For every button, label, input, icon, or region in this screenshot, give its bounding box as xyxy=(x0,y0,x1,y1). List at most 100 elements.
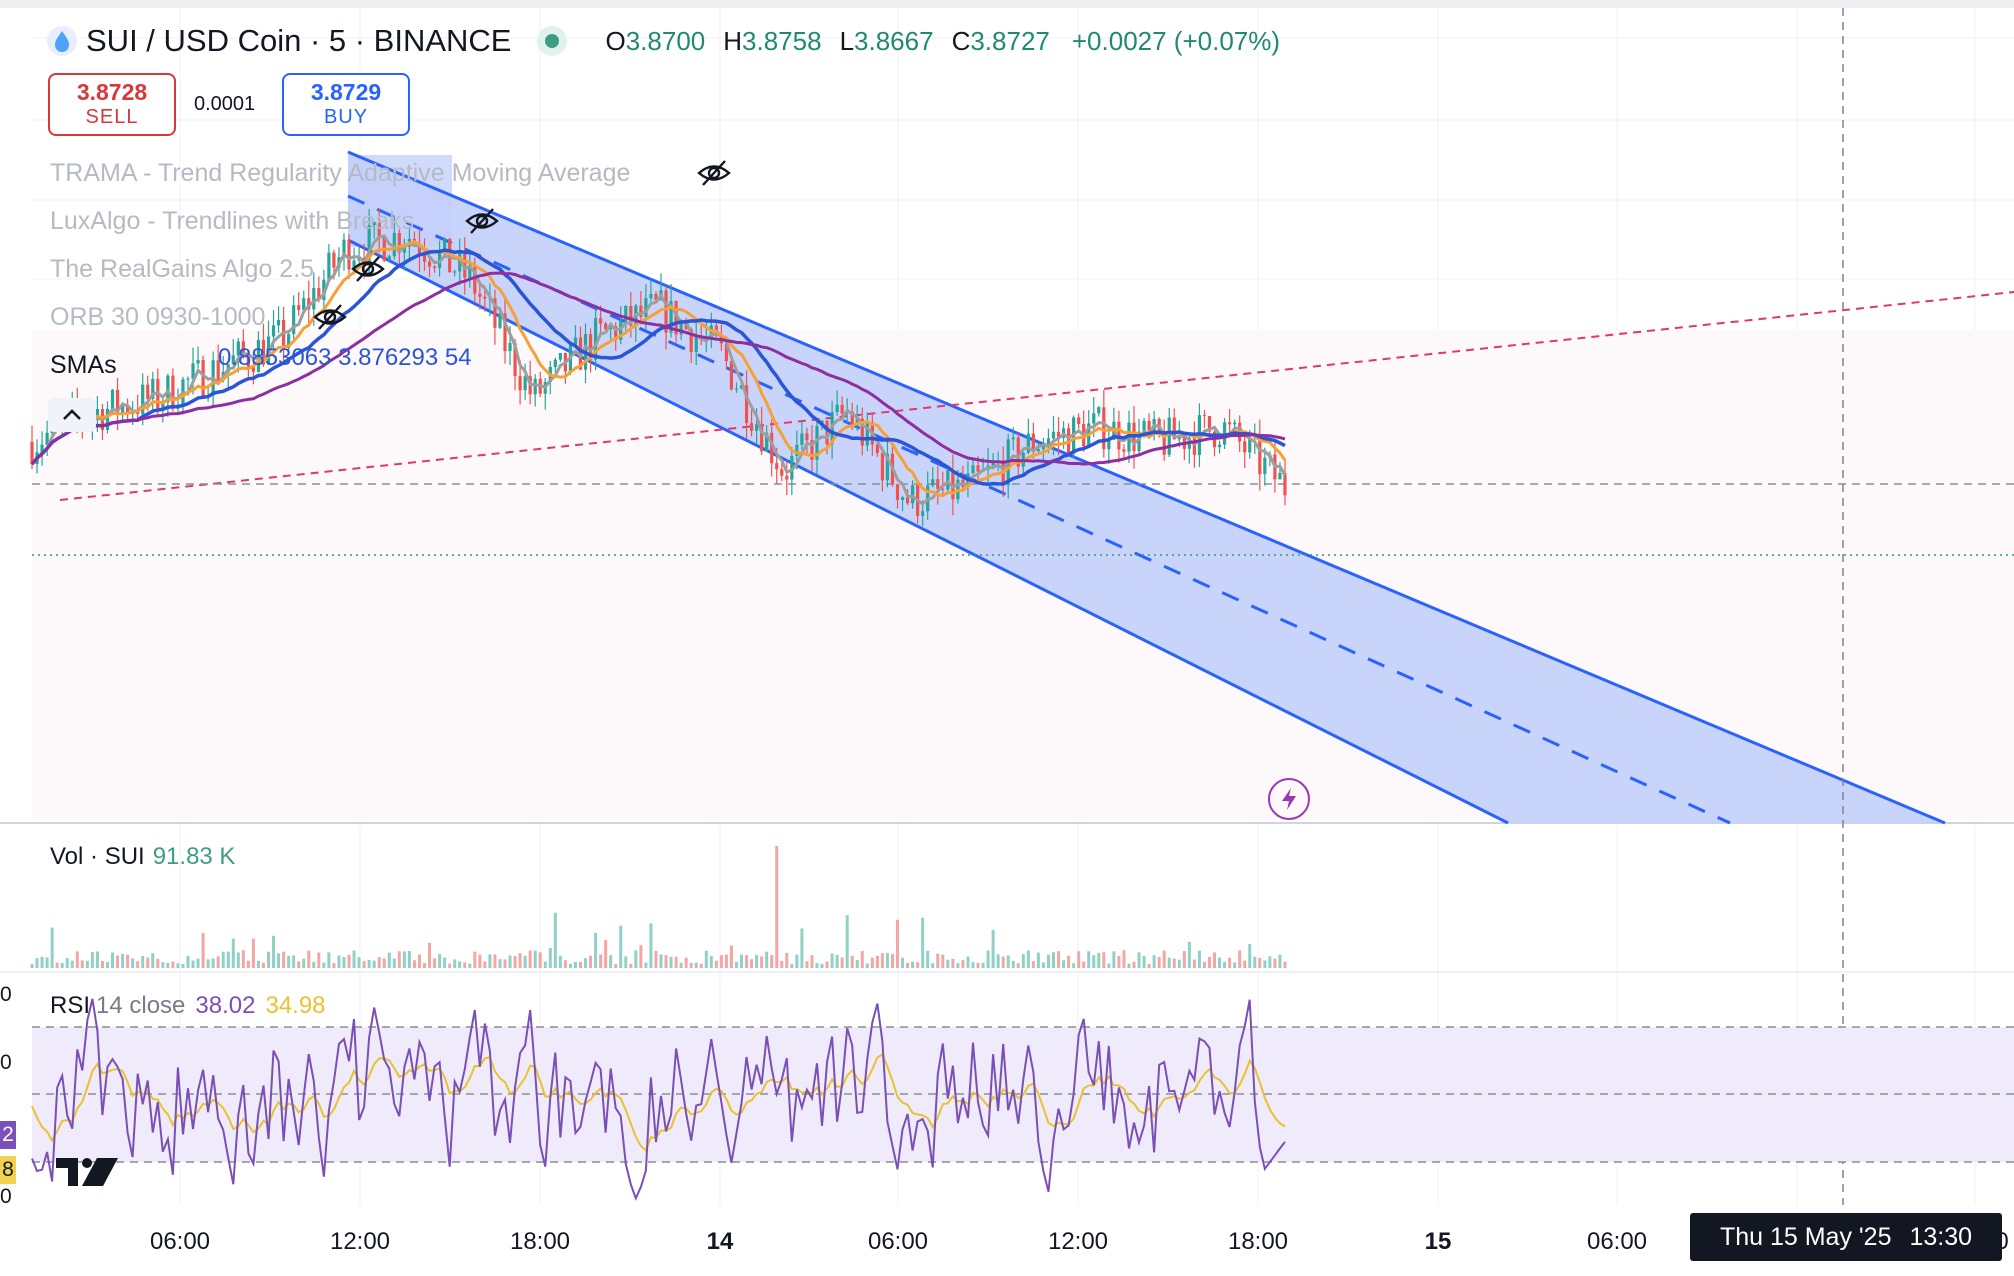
sma-fast-line xyxy=(30,234,1287,506)
volume-bar xyxy=(503,959,507,968)
volume-bar xyxy=(1062,960,1066,968)
volume-bar xyxy=(674,956,678,968)
symbol-title[interactable]: SUI / USD Coin · 5 · BINANCE xyxy=(86,23,512,58)
volume-bar xyxy=(1197,950,1201,968)
volume-bar xyxy=(1248,943,1252,968)
candle-body xyxy=(679,321,683,335)
event-marker[interactable] xyxy=(1268,778,1310,820)
volume-bar xyxy=(1051,952,1055,968)
volume-bar xyxy=(855,959,859,968)
candle-body xyxy=(558,352,562,360)
rsi-legend[interactable]: RSI 14 close 38.02 34.98 xyxy=(50,992,326,1020)
tradingview-logo[interactable] xyxy=(56,1156,118,1188)
candle-body xyxy=(614,326,618,340)
change-value: +0.0027 (+0.07%) xyxy=(1071,25,1281,56)
volume-bar xyxy=(664,955,668,968)
volume-bar xyxy=(1132,961,1136,968)
indicator-luxalgo[interactable]: LuxAlgo - Trendlines with Breaks xyxy=(50,207,415,235)
volume-bar xyxy=(880,953,884,968)
volume-bar xyxy=(755,955,759,968)
volume-bar xyxy=(136,961,140,968)
volume-bar xyxy=(161,962,165,968)
candle-body xyxy=(860,418,864,446)
candle-body xyxy=(95,409,100,417)
volume-bar xyxy=(65,958,69,968)
candle-body xyxy=(588,334,593,360)
buy-button[interactable]: 3.8729 BUY xyxy=(282,73,410,136)
candle-body xyxy=(599,318,603,324)
candle-body xyxy=(1122,449,1126,452)
candle-body xyxy=(991,463,995,466)
volume-label: Vol · SUI xyxy=(50,843,145,870)
candle-body xyxy=(151,378,155,399)
volume-bar xyxy=(307,950,311,968)
candle-body xyxy=(372,222,376,226)
volume-bar xyxy=(609,955,613,968)
volume-bar xyxy=(815,963,819,968)
sui-coin-icon xyxy=(47,26,77,56)
indicator-trama[interactable]: TRAMA - Trend Regularity Adaptive Moving… xyxy=(50,159,631,187)
sma-long-line xyxy=(30,271,1286,466)
candle-body xyxy=(503,313,507,352)
volume-bar xyxy=(292,955,296,968)
market-open-indicator xyxy=(537,26,568,56)
candle-body xyxy=(352,260,356,270)
volume-bar xyxy=(453,959,457,968)
volume-bar xyxy=(422,963,426,968)
indicator-smas[interactable]: SMAs xyxy=(50,351,117,379)
volume-bar xyxy=(543,961,547,968)
candle-body xyxy=(417,243,422,255)
volume-bar xyxy=(1097,952,1101,968)
time-axis-label: 12:00 xyxy=(1047,1228,1109,1255)
sell-label: SELL xyxy=(85,105,139,128)
volume-bar xyxy=(649,923,653,968)
candle-body xyxy=(120,404,125,414)
candle-body xyxy=(246,353,250,367)
candle-body xyxy=(45,432,49,445)
volume-bar xyxy=(865,963,869,968)
volume-bar xyxy=(568,963,572,968)
sell-button[interactable]: 3.8728 SELL xyxy=(48,73,176,136)
volume-bar xyxy=(729,945,733,968)
candle-body xyxy=(1278,473,1282,480)
volume-bar xyxy=(337,955,341,968)
high-value: 3.8758 xyxy=(742,25,822,56)
rsi-axis-edge-label: 0 xyxy=(0,983,12,1006)
indicator-realgains[interactable]: The RealGains Algo 2.5 xyxy=(50,255,315,283)
sma-values: 0.8853063 3.876293 54 xyxy=(218,344,472,371)
volume-bar xyxy=(1273,958,1277,968)
volume-bar xyxy=(770,955,774,968)
volume-bar xyxy=(85,960,89,968)
candle-body xyxy=(649,293,653,299)
candle-body xyxy=(810,440,814,460)
hidden-eye-icon[interactable] xyxy=(696,158,732,188)
volume-bar xyxy=(1177,959,1181,968)
volume-bar xyxy=(488,954,492,968)
volume-bar xyxy=(171,961,175,968)
hidden-eye-icon[interactable] xyxy=(312,302,348,332)
volume-bar xyxy=(1046,954,1050,968)
volume-bar xyxy=(523,955,527,968)
volume-bar xyxy=(60,962,64,968)
indicator-orb[interactable]: ORB 30 0930-1000 xyxy=(50,303,266,331)
volume-bar xyxy=(1107,963,1111,968)
volume-bar xyxy=(614,963,618,968)
volume-bar xyxy=(750,959,754,968)
spread-value: 0.0001 xyxy=(194,93,256,115)
time-axis-label: 15 xyxy=(1424,1228,1452,1255)
volume-bar xyxy=(966,956,970,968)
volume-legend[interactable]: Vol · SUI 91.83 K xyxy=(50,843,235,871)
candle-body xyxy=(971,465,975,474)
collapse-legend-button[interactable] xyxy=(48,398,96,432)
hidden-eye-icon[interactable] xyxy=(350,254,386,284)
volume-bar xyxy=(870,957,874,968)
volume-bar xyxy=(760,956,764,968)
time-axis-label: 06:00 xyxy=(867,1228,929,1255)
hidden-eye-icon[interactable] xyxy=(464,206,500,236)
candle-body xyxy=(1217,444,1222,448)
candle-body xyxy=(790,455,794,480)
candle-body xyxy=(1248,437,1252,453)
volume-bar xyxy=(1077,951,1081,968)
volume-bar xyxy=(961,960,965,968)
